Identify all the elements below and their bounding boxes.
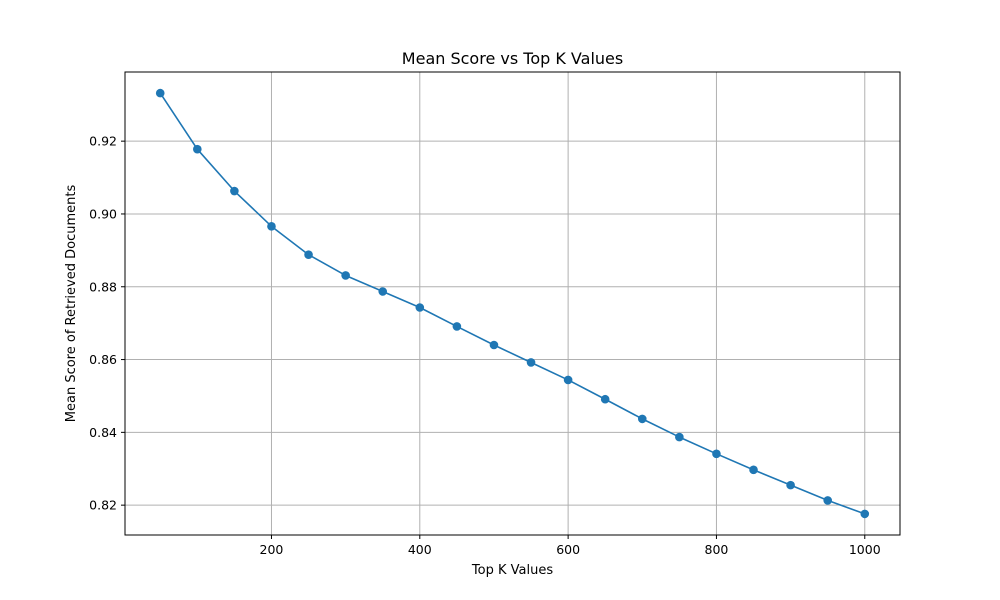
data-point <box>267 222 276 231</box>
y-tick-label: 0.82 <box>89 498 117 513</box>
data-point <box>600 394 610 404</box>
series-line <box>159 92 866 515</box>
x-tick-label: 1000 <box>849 542 881 557</box>
data-point <box>712 449 721 459</box>
x-tick-label: 200 <box>260 542 284 557</box>
y-tick-label: 0.86 <box>89 352 117 367</box>
x-tick-label: 400 <box>408 542 432 557</box>
data-point <box>786 480 795 490</box>
y-axis-label: Mean Score of Retrieved Documents <box>64 185 79 423</box>
plot-frame <box>124 71 901 536</box>
tick-layer: 200 400 600 800 1000 0.82 0.84 0.86 0.88 0.90 0.92 <box>89 134 881 557</box>
data-point <box>304 250 313 260</box>
data-point <box>341 271 350 280</box>
data-point <box>378 287 388 296</box>
data-point <box>749 465 758 475</box>
grid-layer <box>125 72 900 535</box>
data-point <box>489 340 499 350</box>
data-point <box>155 88 165 98</box>
chart-title: Mean Score vs Top K Values <box>402 49 623 68</box>
y-tick-label: 0.92 <box>89 134 117 149</box>
series-layer <box>155 88 870 519</box>
data-point <box>860 509 870 519</box>
data-point <box>563 375 573 385</box>
y-tick-label: 0.88 <box>89 279 117 294</box>
y-tick-label: 0.90 <box>89 206 117 221</box>
data-point <box>526 358 536 367</box>
data-point <box>230 186 239 196</box>
data-point <box>675 432 684 442</box>
data-point <box>415 303 425 312</box>
x-tick-label: 600 <box>556 542 580 557</box>
data-point <box>637 414 647 424</box>
data-point <box>452 322 462 331</box>
x-axis-label: Top K Values <box>471 563 553 578</box>
data-point <box>823 496 832 505</box>
data-point <box>193 144 202 154</box>
y-tick-label: 0.84 <box>89 425 117 440</box>
x-tick-label: 800 <box>705 542 729 557</box>
